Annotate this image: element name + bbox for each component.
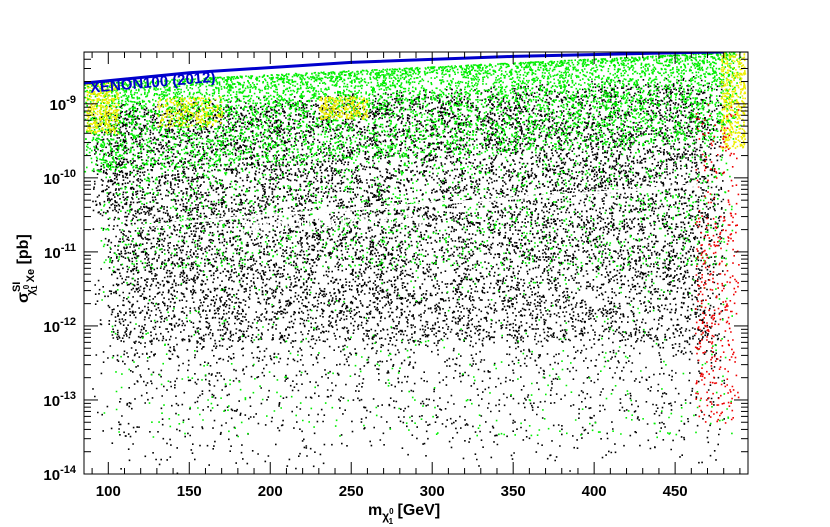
axis-ticks xyxy=(84,51,748,475)
black-points xyxy=(92,76,726,474)
x-tick-label: 250 xyxy=(339,483,364,500)
x-tick-label: 200 xyxy=(258,483,283,500)
x-axis-title: mχ0 1 [GeV] xyxy=(368,502,440,526)
y-tick-label: 10-9 xyxy=(50,94,76,114)
y-tick-label: 10-11 xyxy=(44,242,76,262)
x-tick-label: 400 xyxy=(582,483,607,500)
red-points xyxy=(694,103,740,424)
x-tick-label: 450 xyxy=(663,483,688,500)
x-tick-label: 300 xyxy=(420,483,445,500)
y-tick-label: 10-14 xyxy=(43,464,76,484)
xenon1t-label: XENON1T (2017 forecast) xyxy=(242,209,424,237)
x-tick-label: 350 xyxy=(501,483,526,500)
x-tick-label: 100 xyxy=(96,483,121,500)
y-tick-label: 10-13 xyxy=(43,390,76,410)
xenon1t-forecast-line xyxy=(116,181,740,230)
y-tick-label: 10-10 xyxy=(43,168,76,188)
x-tick-label: 150 xyxy=(177,483,202,500)
green-points xyxy=(84,52,742,439)
y-axis-title: σSIχ01 Xe [pb] xyxy=(11,234,39,303)
y-tick-label: 10-12 xyxy=(43,316,76,336)
scatter-points xyxy=(84,52,747,474)
